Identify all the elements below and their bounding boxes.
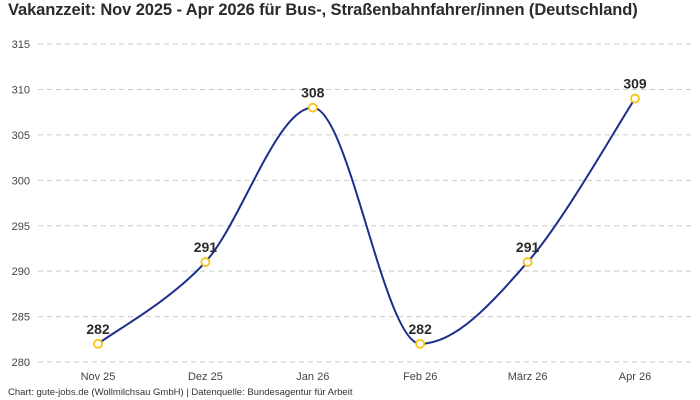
y-tick-label: 280 <box>12 357 30 369</box>
data-label: 309 <box>623 76 647 92</box>
data-point <box>522 257 533 267</box>
x-tick-label: Jan 26 <box>296 371 329 383</box>
data-label: 291 <box>516 239 540 255</box>
x-tick-label: Dez 25 <box>188 371 223 383</box>
y-tick-label: 300 <box>12 175 30 187</box>
data-label: 291 <box>194 239 218 255</box>
y-tick-label: 295 <box>12 221 30 233</box>
data-label: 308 <box>301 85 325 101</box>
x-tick-label: Nov 25 <box>81 371 116 383</box>
y-tick-label: 305 <box>12 130 30 142</box>
data-point <box>630 93 640 104</box>
data-point <box>200 257 211 267</box>
data-label: 282 <box>409 321 433 337</box>
data-point <box>307 102 318 113</box>
x-tick-label: Apr 26 <box>619 371 651 383</box>
x-tick-label: März 26 <box>508 371 548 383</box>
x-axis-ticks: Nov 25 Dez 25 Jan 26 Feb 26 März 26 Apr 26 <box>81 371 652 383</box>
x-tick-label: Feb 26 <box>403 371 437 383</box>
source-note: Chart: gute-jobs.de (Wollmilchsau GmbH) … <box>8 387 353 398</box>
data-point <box>93 338 103 349</box>
y-tick-label: 285 <box>12 312 30 324</box>
chart-title: Vakanzzeit: Nov 2025 - Apr 2026 für Bus-… <box>8 1 638 19</box>
data-markers <box>93 93 640 349</box>
y-tick-label: 310 <box>12 85 30 97</box>
y-tick-label: 315 <box>12 39 30 51</box>
y-tick-label: 290 <box>12 266 30 278</box>
data-point <box>415 338 426 349</box>
data-label: 282 <box>86 321 110 337</box>
y-axis-ticks: 280 285 290 295 300 305 310 315 <box>12 39 30 369</box>
data-labels: 282 291 308 282 291 309 <box>86 76 647 337</box>
grid-lines <box>38 43 692 363</box>
